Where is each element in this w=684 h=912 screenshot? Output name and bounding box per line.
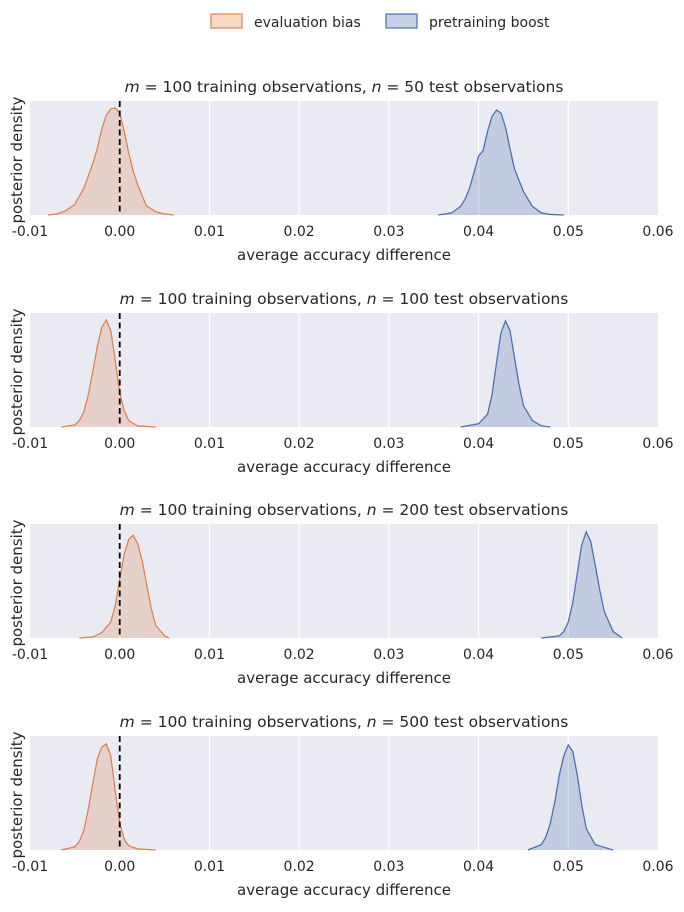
x-axis-label: average accuracy difference [237,669,451,687]
subplot-2: -0.01 0.00 0.01 0.02 0.03 0.04 0.05 0.06 average… [8,290,674,476]
subplot-1: -0.01 0.00 0.01 0.02 0.03 0.04 0.05 0.06 average… [8,78,674,264]
x-tick-label: 0.03 [373,224,404,240]
density-area-evaluation-bias [79,535,170,638]
density-line-evaluation-bias [79,534,170,639]
x-tick-label: 0.06 [642,224,673,240]
title-part: = 200 [377,501,429,519]
title-part: n [367,501,377,519]
title-part: test observations [429,713,568,731]
title-part: = 50 [381,78,424,96]
title-part: = 100 [135,501,187,519]
title-part: = 100 [140,78,192,96]
title-part: n [367,713,377,731]
title-part: test observations [429,290,568,308]
title-part: training observations, [187,290,367,308]
x-axis-label: average accuracy difference [237,458,451,476]
title-part: training observations, [187,713,367,731]
plot-area [30,101,658,215]
title-part: test observations [429,501,568,519]
x-tick-label: 0.01 [194,436,225,452]
x-tick-label: 0.06 [642,859,673,875]
density-area-evaluation-bias [47,107,174,215]
y-axis-label: posterior density [8,731,26,858]
x-tick-label: -0.01 [12,436,48,452]
plot-area [30,524,658,638]
x-tick-label: 0.02 [284,859,315,875]
legend-swatch [210,13,243,29]
density-line-pretraining-boost [527,743,614,851]
title-part: training observations, [192,78,372,96]
legend-label: pretraining boost [429,15,550,31]
x-tick-label: -0.01 [12,647,48,663]
x-tick-label: -0.01 [12,224,48,240]
x-tick-label: 0.00 [104,436,135,452]
y-axis-label: posterior density [8,308,26,435]
x-tick-label: 0.05 [553,436,584,452]
subplot-title: m = 100 training observations, n = 200 t… [120,501,569,519]
density-area-pretraining-boost [460,320,551,427]
x-tick-label: 0.03 [373,647,404,663]
x-tick-label: 0.01 [194,224,225,240]
subplot-title: m = 100 training observations, n = 500 t… [120,713,569,731]
density-area-pretraining-boost [541,531,623,638]
x-tick-label: 0.00 [104,647,135,663]
x-tick-label: -0.01 [12,859,48,875]
x-tick-label: 0.01 [194,647,225,663]
x-tick-label: 0.06 [642,436,673,452]
x-tick-label: 0.05 [553,224,584,240]
title-part: m [120,713,135,731]
x-tick-label: 0.05 [553,859,584,875]
x-tick-label: 0.04 [463,859,494,875]
density-line-pretraining-boost [541,530,623,639]
title-part: = 500 [377,713,429,731]
subplot-3: -0.01 0.00 0.01 0.02 0.03 0.04 0.05 0.06 average… [8,501,674,687]
title-part: m [120,501,135,519]
x-tick-label: 0.04 [463,436,494,452]
title-part: m [120,290,135,308]
legend-swatch [385,13,418,29]
title-part: n [367,290,377,308]
title-part: = 100 [135,713,187,731]
y-axis-label: posterior density [8,519,26,646]
density-line-evaluation-bias [47,107,174,216]
x-tick-label: 0.05 [553,647,584,663]
title-part: test observations [424,78,563,96]
x-axis-label: average accuracy difference [237,881,451,899]
subplot-4: -0.01 0.00 0.01 0.02 0.03 0.04 0.05 0.06 average… [8,713,674,899]
density-line-pretraining-boost [460,319,551,428]
x-tick-label: 0.02 [284,647,315,663]
y-axis-label: posterior density [8,96,26,223]
density-line-pretraining-boost [438,109,564,216]
density-area-pretraining-boost [527,744,614,850]
x-axis-label: average accuracy difference [237,246,451,264]
density-area-evaluation-bias [61,743,156,850]
density-line-evaluation-bias [61,318,156,428]
title-part: n [372,78,382,96]
title-part: training observations, [187,501,367,519]
subplot-title: m = 100 training observations, n = 50 te… [125,78,564,96]
x-tick-label: 0.00 [104,224,135,240]
legend-label: evaluation bias [254,15,361,31]
plot-area [30,313,658,427]
title-part: m [125,78,140,96]
x-tick-label: 0.00 [104,859,135,875]
x-tick-label: 0.01 [194,859,225,875]
x-tick-label: 0.02 [284,224,315,240]
x-tick-label: 0.04 [463,224,494,240]
legend: evaluation bias pretraining boost [210,13,550,31]
x-tick-label: 0.03 [373,859,404,875]
title-part: = 100 [377,290,429,308]
x-tick-label: 0.02 [284,436,315,452]
plot-area [30,736,658,850]
subplot-title: m = 100 training observations, n = 100 t… [120,290,569,308]
x-tick-label: 0.04 [463,647,494,663]
title-part: = 100 [135,290,187,308]
density-area-evaluation-bias [61,319,156,427]
density-line-evaluation-bias [61,742,156,851]
x-tick-label: 0.03 [373,436,404,452]
x-tick-label: 0.06 [642,647,673,663]
